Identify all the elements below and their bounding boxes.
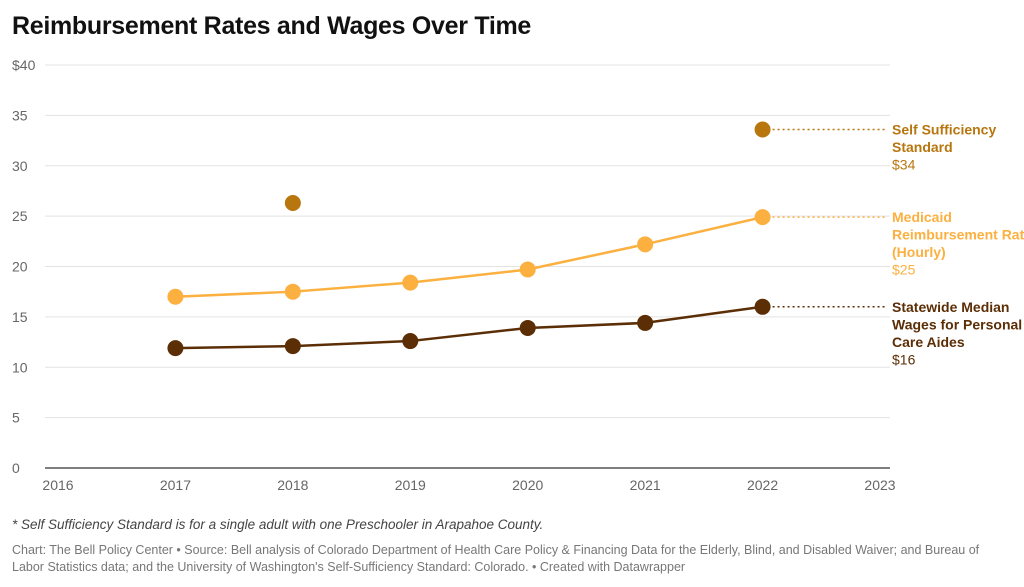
x-tick-label: 2019 (395, 477, 426, 493)
x-tick-label: 2017 (160, 477, 191, 493)
series-label: Care Aides (892, 334, 965, 350)
x-tick-label: 2023 (864, 477, 895, 493)
series-label: (Hourly) (892, 244, 946, 260)
data-point (402, 333, 419, 350)
axes: $40 35 30 25 20 15 10 5 0 2016 2017 2018 2019 2020 202… (12, 57, 896, 493)
series-label: Wages for Personal (892, 316, 1022, 332)
y-tick-label: 30 (12, 158, 28, 174)
data-point (637, 314, 654, 331)
x-tick-label: 2020 (512, 477, 543, 493)
data-point (519, 319, 536, 336)
source-credit: Chart: The Bell Policy Center • Source: … (12, 543, 980, 574)
data-point (284, 283, 301, 300)
x-tick-label: 2016 (42, 477, 73, 493)
series-line (175, 305, 763, 350)
y-tick-label: 25 (12, 208, 28, 224)
y-tick-label: 10 (12, 359, 28, 375)
series (167, 121, 771, 357)
y-tick-label: 35 (12, 107, 28, 123)
data-point (754, 298, 771, 315)
data-point (167, 288, 184, 305)
data-point (167, 340, 184, 357)
line-chart: $40 35 30 25 20 15 10 5 0 2016 2017 2018 2019 2020 202… (12, 57, 1024, 493)
chart-title: Reimbursement Rates and Wages Over Time (12, 12, 532, 40)
series-value-label: $16 (892, 351, 916, 367)
footnote: * Self Sufficiency Standard is for a sin… (12, 517, 544, 532)
data-point (754, 209, 771, 226)
data-point (637, 236, 654, 253)
x-tick-label: 2022 (747, 477, 778, 493)
data-point (284, 195, 301, 212)
series-label: Medicaid (892, 209, 952, 225)
data-point (754, 121, 771, 138)
y-tick-label: 0 (12, 460, 20, 476)
data-point (519, 261, 536, 278)
gridlines (45, 64, 890, 419)
series-label: Standard (892, 139, 953, 155)
y-tick-label: $40 (12, 57, 36, 73)
data-point (402, 274, 419, 291)
y-tick-label: 15 (12, 309, 28, 325)
series-label: Reimbursement Rate (892, 227, 1024, 243)
series-labels: Self Sufficiency Standard$34 Medicaid Reimb… (772, 120, 1024, 367)
x-tick-label: 2018 (277, 477, 308, 493)
series-label: Statewide Median (892, 299, 1009, 315)
y-tick-label: 5 (12, 410, 20, 426)
x-tick-label: 2021 (630, 477, 661, 493)
series-label: Self Sufficiency (892, 121, 996, 137)
data-point (284, 338, 301, 355)
series-line (175, 215, 763, 298)
series-value-label: $25 (892, 262, 916, 278)
series-value-label: $34 (892, 156, 916, 172)
y-tick-label: 20 (12, 259, 28, 275)
